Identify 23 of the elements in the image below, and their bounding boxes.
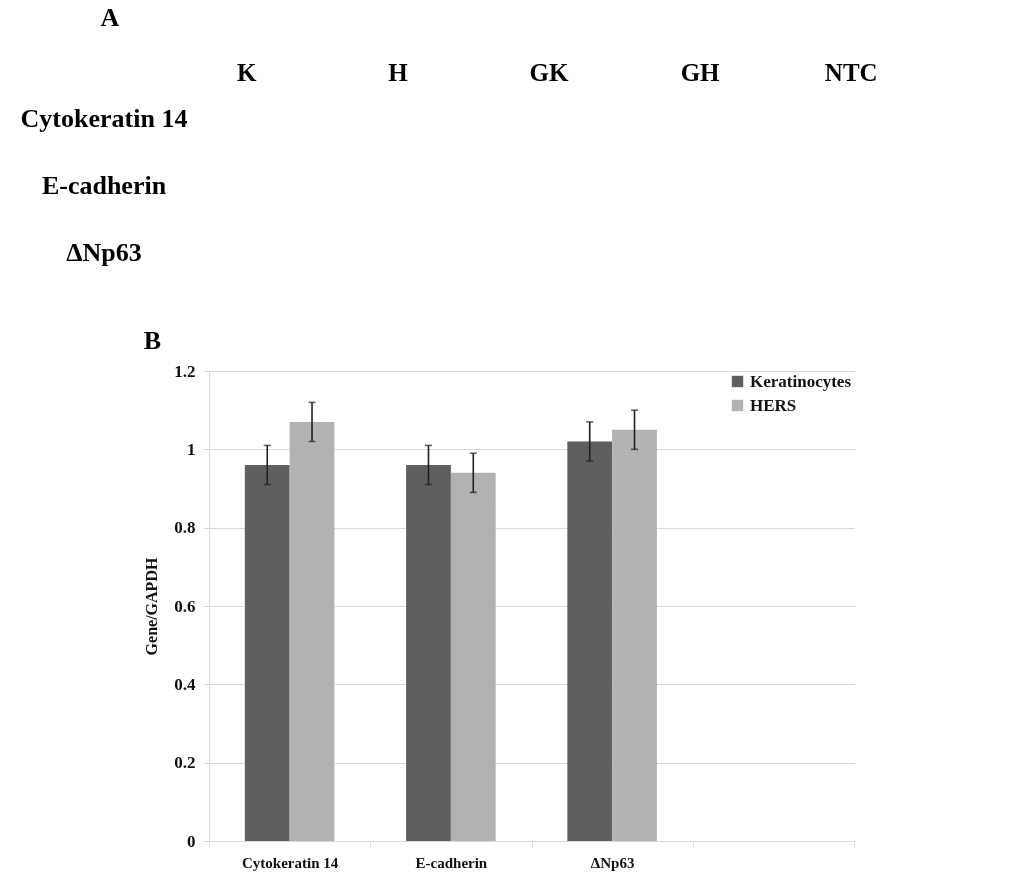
chart-title: B [143, 326, 162, 355]
y-tick-label: 0.2 [174, 753, 196, 773]
text: A [100, 3, 120, 32]
category-label: NTC [824, 59, 878, 86]
legend-label: Keratinocytes [750, 371, 852, 391]
category-label: K [237, 59, 258, 86]
y-tick-label: 0.8 [174, 518, 196, 538]
y-tick-label: 0 [187, 831, 196, 851]
x-tick-label: Cytokeratin 14 [242, 854, 339, 871]
legend-label: HERS [750, 395, 797, 415]
y-axis-title: Gene/GAPDH [143, 557, 161, 656]
category-label: GK [529, 59, 569, 86]
category-label: E-cadherin [41, 171, 167, 200]
category-label: GH [680, 59, 721, 86]
category-label: H [388, 59, 409, 86]
y-tick-label: 0.6 [174, 596, 196, 616]
y-tick-label: 0.4 [174, 674, 196, 694]
x-tick-label: E-cadherin [415, 854, 488, 871]
x-tick-label: ΔNp63 [590, 854, 635, 871]
y-tick-label: 1 [187, 439, 196, 459]
category-label: ΔNp63 [66, 237, 142, 267]
category-label: Cytokeratin 14 [20, 104, 188, 134]
y-tick-label: 1.2 [174, 361, 196, 381]
